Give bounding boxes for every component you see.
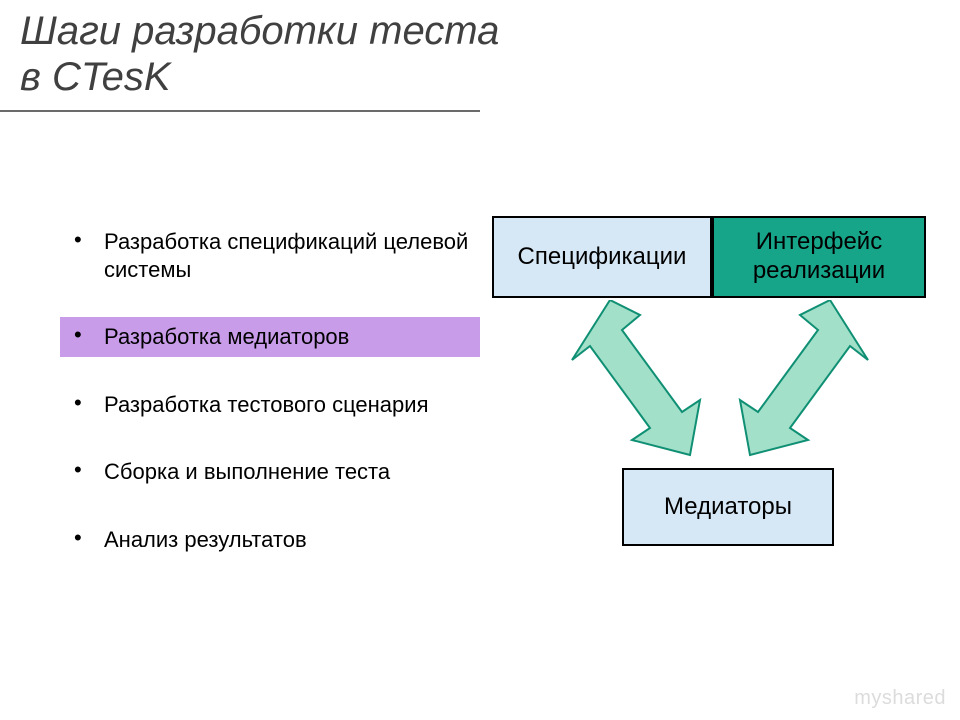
title-line-2: в CTesK	[20, 55, 171, 99]
watermark-text: myshared	[854, 687, 946, 710]
arrow-right	[720, 300, 900, 470]
arrow-left	[540, 300, 720, 470]
box-label: Спецификации	[518, 243, 687, 272]
bullet-item-3: Разработка тестового сценария	[60, 385, 480, 425]
bullet-text: Сборка и выполнение теста	[104, 459, 390, 484]
bullet-text: Разработка спецификаций целевой системы	[104, 229, 468, 282]
bullet-text: Анализ результатов	[104, 527, 307, 552]
slide: Шаги разработки теста в CTesK Разработка…	[0, 0, 960, 720]
box-interface: Интерфейс реализации	[712, 216, 926, 298]
bullet-item-5: Анализ результатов	[60, 520, 480, 560]
arrow-left-shape	[572, 300, 700, 455]
box-specifications: Спецификации	[492, 216, 712, 298]
title-line-1: Шаги разработки теста	[20, 9, 499, 53]
bullet-item-4: Сборка и выполнение теста	[60, 452, 480, 492]
box-label: Интерфейс реализации	[753, 228, 885, 286]
box-mediators: Медиаторы	[622, 468, 834, 546]
bullet-text: Разработка тестового сценария	[104, 392, 428, 417]
bullet-list: Разработка спецификаций целевой системы …	[60, 222, 480, 587]
bullet-text: Разработка медиаторов	[104, 324, 349, 349]
arrow-right-shape	[740, 300, 868, 455]
bullet-item-1: Разработка спецификаций целевой системы	[60, 222, 480, 289]
bullet-item-2-highlighted: Разработка медиаторов	[60, 317, 480, 357]
title-underline	[0, 110, 480, 112]
slide-title: Шаги разработки теста в CTesK	[20, 8, 499, 100]
box-label: Медиаторы	[664, 493, 792, 522]
